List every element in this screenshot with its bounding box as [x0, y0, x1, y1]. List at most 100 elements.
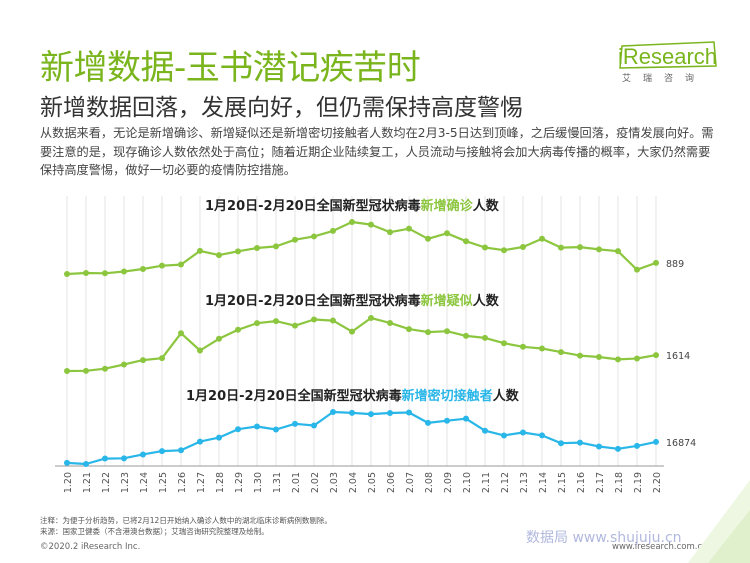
data-point: [216, 335, 222, 342]
data-point: [368, 221, 374, 228]
corner-decoration-icon: [688, 480, 750, 563]
series-line: [66, 410, 657, 466]
x-tick-label: 1.31: [272, 472, 283, 493]
series-title-prefix: 1月20日-2月20日全国新型冠状病毒: [205, 293, 421, 309]
data-point: [387, 319, 393, 326]
data-point: [425, 419, 431, 426]
data-point: [425, 329, 431, 336]
data-point: [634, 266, 640, 273]
data-point: [159, 262, 165, 269]
last-value-label: 16874: [666, 438, 696, 449]
data-point: [406, 225, 412, 232]
x-tick-label: 1.23: [120, 472, 131, 493]
data-point: [102, 365, 108, 372]
series-title-prefix: 1月20日-2月20日全国新型冠状病毒: [186, 388, 402, 404]
data-point: [558, 349, 564, 356]
data-point: [140, 451, 146, 458]
data-point: [121, 268, 127, 275]
x-tick-label: 1.22: [101, 472, 112, 493]
x-tick-label: 1.29: [234, 472, 245, 493]
data-point: [216, 252, 222, 259]
data-point: [64, 368, 70, 374]
x-tick-label: 2.06: [386, 472, 397, 493]
data-point: [615, 248, 621, 255]
iresearch-logo: iResearch 艾瑞咨询: [618, 40, 718, 86]
x-tick-label: 2.02: [310, 472, 321, 493]
data-point: [482, 427, 488, 434]
logo-badge-icon: [619, 41, 717, 69]
data-point: [520, 343, 526, 350]
data-point: [387, 409, 393, 416]
data-point: [577, 352, 583, 359]
x-tick-label: 1.27: [196, 472, 207, 493]
series-line: [66, 220, 657, 276]
data-point: [178, 330, 184, 337]
data-point: [501, 340, 507, 347]
data-point: [330, 317, 336, 324]
x-tick-label: 1.30: [253, 472, 264, 493]
data-point: [634, 355, 640, 362]
data-point: [368, 315, 374, 321]
data-point: [311, 233, 317, 240]
x-tick-label: 2.16: [576, 472, 587, 493]
data-point: [558, 440, 564, 447]
data-point: [159, 355, 165, 362]
data-point: [501, 432, 507, 439]
x-tick-label: 1.26: [177, 472, 188, 493]
data-point: [596, 353, 602, 360]
data-point: [83, 461, 89, 467]
data-point: [539, 235, 545, 242]
data-point: [140, 265, 146, 272]
x-tick-label: 1.21: [82, 472, 93, 493]
data-point: [83, 270, 89, 277]
x-tick-label: 1.20: [63, 472, 74, 493]
x-tick-label: 2.11: [481, 472, 492, 493]
series-line: [66, 316, 657, 373]
series-title-highlight: 新增密切接触者: [402, 388, 493, 404]
x-tick-label: 1.28: [215, 472, 226, 493]
data-point: [216, 434, 222, 441]
data-point: [254, 320, 260, 327]
data-point: [387, 229, 393, 236]
data-point: [330, 409, 336, 415]
x-tick-label: 2.10: [462, 472, 473, 493]
data-point: [539, 345, 545, 352]
series-title-suffix: 人数: [493, 388, 520, 404]
data-point: [501, 247, 507, 254]
data-point: [406, 326, 412, 333]
data-point: [520, 244, 526, 251]
data-point: [520, 429, 526, 436]
series-title-prefix: 1月20日-2月20日全国新型冠状病毒: [205, 198, 421, 214]
page-title: 新增数据-玉书潜记疾苦时: [40, 48, 421, 88]
data-point: [558, 244, 564, 251]
series-title: 1月20日-2月20日全国新型冠状病毒新增确诊人数: [205, 198, 500, 214]
data-point: [292, 420, 298, 427]
series-title-suffix: 人数: [473, 198, 500, 214]
data-point: [273, 426, 279, 433]
watermark: 数据局 www.shujuju.cn: [526, 530, 682, 546]
data-point: [349, 219, 355, 225]
note-line-1: 注释：为便于分析趋势，已将2月12日开始纳入确诊人数中的湖北临床诊断病例数剔除。: [40, 516, 332, 525]
data-point: [273, 318, 279, 325]
data-point: [615, 356, 621, 363]
data-point: [121, 361, 127, 368]
data-point: [634, 442, 640, 449]
data-point: [444, 230, 450, 237]
logo-cn: 艾瑞咨询: [622, 74, 707, 84]
data-point: [653, 259, 659, 266]
logo-word: iResearch: [618, 44, 718, 69]
note-line-2: 来源：国家卫健委（不含港澳台数据）；艾瑞咨询研究院整理及绘制。: [40, 527, 269, 536]
data-point: [539, 432, 545, 439]
x-tick-label: 2.09: [443, 472, 454, 493]
x-tick-label: 2.07: [405, 472, 416, 493]
last-value-label: 1614: [666, 351, 690, 362]
x-tick-label: 2.15: [557, 472, 568, 493]
website[interactable]: www.iresearch.com.cn: [612, 542, 708, 552]
x-tick-label: 2.19: [633, 472, 644, 493]
line-chart: 1.20 1.21 1.22 1.23 1.24 1.25 1.26 1.27 1.28 1.29…: [55, 196, 696, 493]
copyright: ©2020.2 iResearch Inc.: [40, 542, 141, 552]
data-point: [292, 322, 298, 329]
x-tick-label: 2.20: [652, 472, 663, 493]
series-title-highlight: 新增疑似: [421, 293, 473, 309]
x-tick-label: 2.12: [500, 472, 511, 493]
